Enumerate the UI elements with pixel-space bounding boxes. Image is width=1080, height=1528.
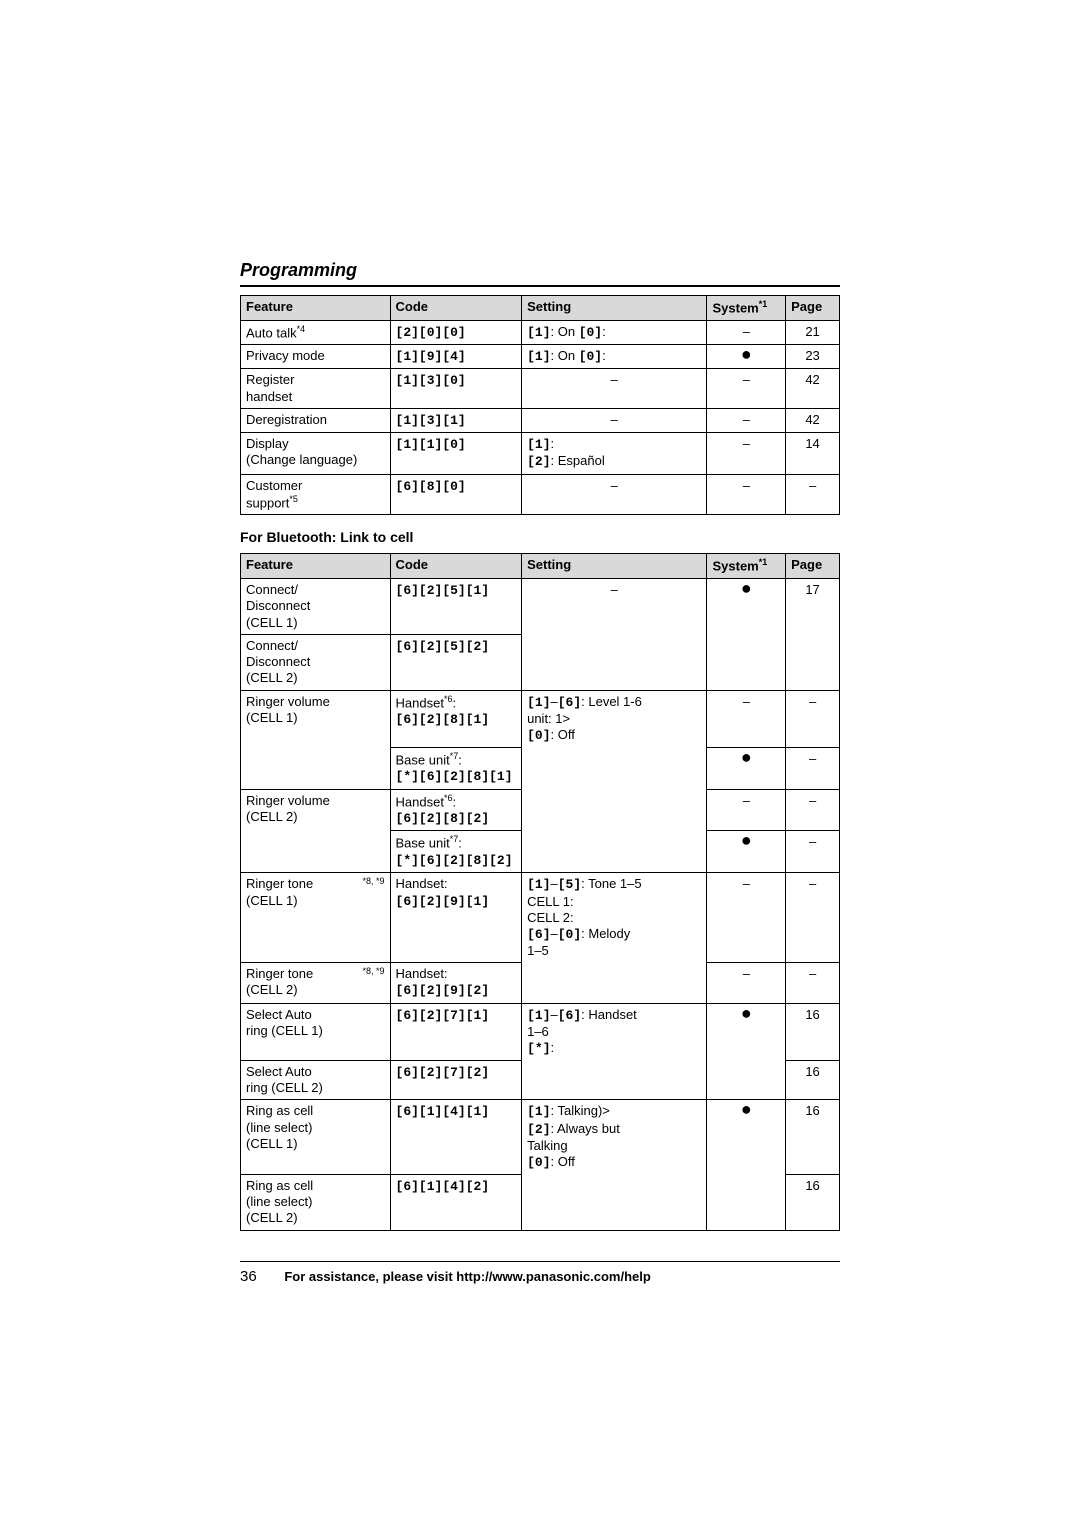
table-row: Deregistration[1][3][1]––42 (241, 408, 840, 432)
table-row: Base unit*7:[*][6][2][8][1]●– (241, 747, 840, 789)
table-row: Display(Change language)[1][1][0][1]: [2… (241, 433, 840, 475)
sub-heading: For Bluetooth: Link to cell (240, 529, 840, 545)
column-header: Setting (522, 296, 707, 321)
table-row: Ringer tone*8, *9(CELL 2)Handset:[6][2][… (241, 963, 840, 1004)
footer: 36 For assistance, please visit http://w… (240, 1261, 840, 1285)
table-row: Ringer volume(CELL 2)Handset*6:[6][2][8]… (241, 789, 840, 831)
table-row: Customersupport*5[6][8][0]––– (241, 474, 840, 515)
page-number: 36 (240, 1268, 257, 1285)
section-title: Programming (240, 260, 840, 287)
column-header: Setting (522, 554, 707, 579)
table-row: Ring as cell(line select)(CELL 1)[6][1][… (241, 1100, 840, 1175)
column-header: Page (786, 554, 840, 579)
column-header: Feature (241, 296, 391, 321)
bluetooth-table: FeatureCodeSettingSystem*1Page Connect/D… (240, 553, 840, 1230)
table-row: Connect/Disconnect(CELL 1)[6][2][5][1]–●… (241, 579, 840, 635)
programming-table: FeatureCodeSettingSystem*1Page Auto talk… (240, 295, 840, 515)
table-row: Base unit*7:[*][6][2][8][2]●– (241, 831, 840, 873)
column-header: Code (390, 296, 522, 321)
table-row: Ringer volume(CELL 1)Handset*6:[6][2][8]… (241, 690, 840, 747)
footer-assistance: For assistance, please visit http://www.… (284, 1269, 651, 1284)
table-row: Select Autoring (CELL 2)[6][2][7][2]16 (241, 1060, 840, 1100)
table-row: Registerhandset[1][3][0]––42 (241, 369, 840, 409)
column-header: Feature (241, 554, 391, 579)
table-row: Privacy mode[1][9][4][1]: On [0]: ●23 (241, 345, 840, 369)
table-row: Ringer tone*8, *9(CELL 1)Handset:[6][2][… (241, 873, 840, 963)
table-row: Select Autoring (CELL 1)[6][2][7][1][1]–… (241, 1003, 840, 1060)
column-header: System*1 (707, 296, 786, 321)
column-header: Code (390, 554, 522, 579)
table-row: Connect/Disconnect(CELL 2)[6][2][5][2] (241, 634, 840, 690)
table-row: Ring as cell(line select)(CELL 2)[6][1][… (241, 1174, 840, 1230)
table-row: Auto talk*4[2][0][0][1]: On [0]: –21 (241, 320, 840, 345)
column-header: Page (786, 296, 840, 321)
column-header: System*1 (707, 554, 786, 579)
